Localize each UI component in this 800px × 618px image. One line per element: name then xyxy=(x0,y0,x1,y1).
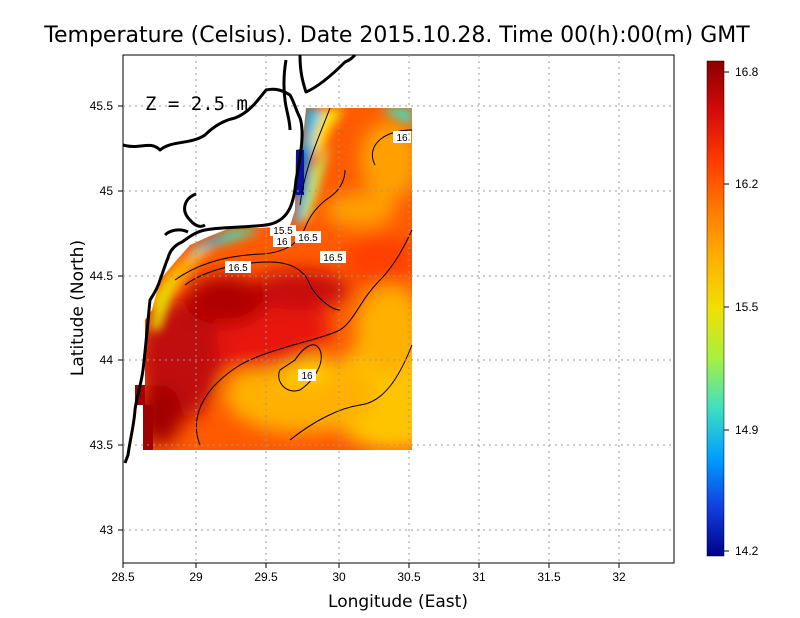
y-tick-label: 44 xyxy=(100,353,114,367)
colorbar-label: 14.9 xyxy=(735,423,759,437)
y-tick-label: 44.5 xyxy=(90,269,114,283)
y-tick-label: 45.5 xyxy=(90,99,114,113)
x-tick-labels: 28.5 29 29.5 30 30.5 31 31.5 32 xyxy=(111,570,626,584)
x-tick-label: 29 xyxy=(189,570,203,584)
y-axis-label: Latitude (North) xyxy=(68,240,88,376)
colorbar-ticks xyxy=(724,71,729,552)
chart-title: Temperature (Celsius). Date 2015.10.28. … xyxy=(43,23,750,48)
x-tick-label: 30.5 xyxy=(397,570,421,584)
x-tick-label: 31.5 xyxy=(537,570,561,584)
colorbar-label: 14.2 xyxy=(735,544,759,558)
contour-label: 15.5 xyxy=(273,226,293,237)
contour-label: 16.5 xyxy=(298,233,318,244)
contour-label: 16 xyxy=(301,371,313,382)
colorbar-label: 16.2 xyxy=(735,177,759,191)
x-tick-label: 29.5 xyxy=(254,570,278,584)
coastline xyxy=(122,53,357,464)
y-tick-label: 43 xyxy=(100,523,114,537)
axis-ticks xyxy=(118,105,620,568)
contour-label: 16.5 xyxy=(323,253,343,264)
colorbar xyxy=(706,60,725,557)
y-tick-label: 43.5 xyxy=(90,438,114,452)
y-tick-label: 45 xyxy=(100,184,114,198)
contour-label: 16 xyxy=(396,133,408,144)
contour-label: 16.5 xyxy=(228,263,248,274)
colorbar-labels: 16.8 16.2 15.5 14.9 14.2 xyxy=(735,65,759,558)
x-tick-label: 30 xyxy=(332,570,346,584)
x-tick-label: 28.5 xyxy=(111,570,135,584)
depth-label: Z = 2.5 m xyxy=(145,93,248,115)
colorbar-label: 15.5 xyxy=(735,300,759,314)
contour-label: 16 xyxy=(276,237,288,248)
y-tick-labels: 43 43.5 44 44.5 45 45.5 xyxy=(90,99,114,537)
colorbar-label: 16.8 xyxy=(735,65,759,79)
x-axis-label: Longitude (East) xyxy=(328,592,468,612)
x-tick-label: 32 xyxy=(612,570,626,584)
contour-label-group: 16 15.5 16 16.5 16.5 16.5 16 xyxy=(225,131,411,382)
x-tick-label: 31 xyxy=(472,570,486,584)
